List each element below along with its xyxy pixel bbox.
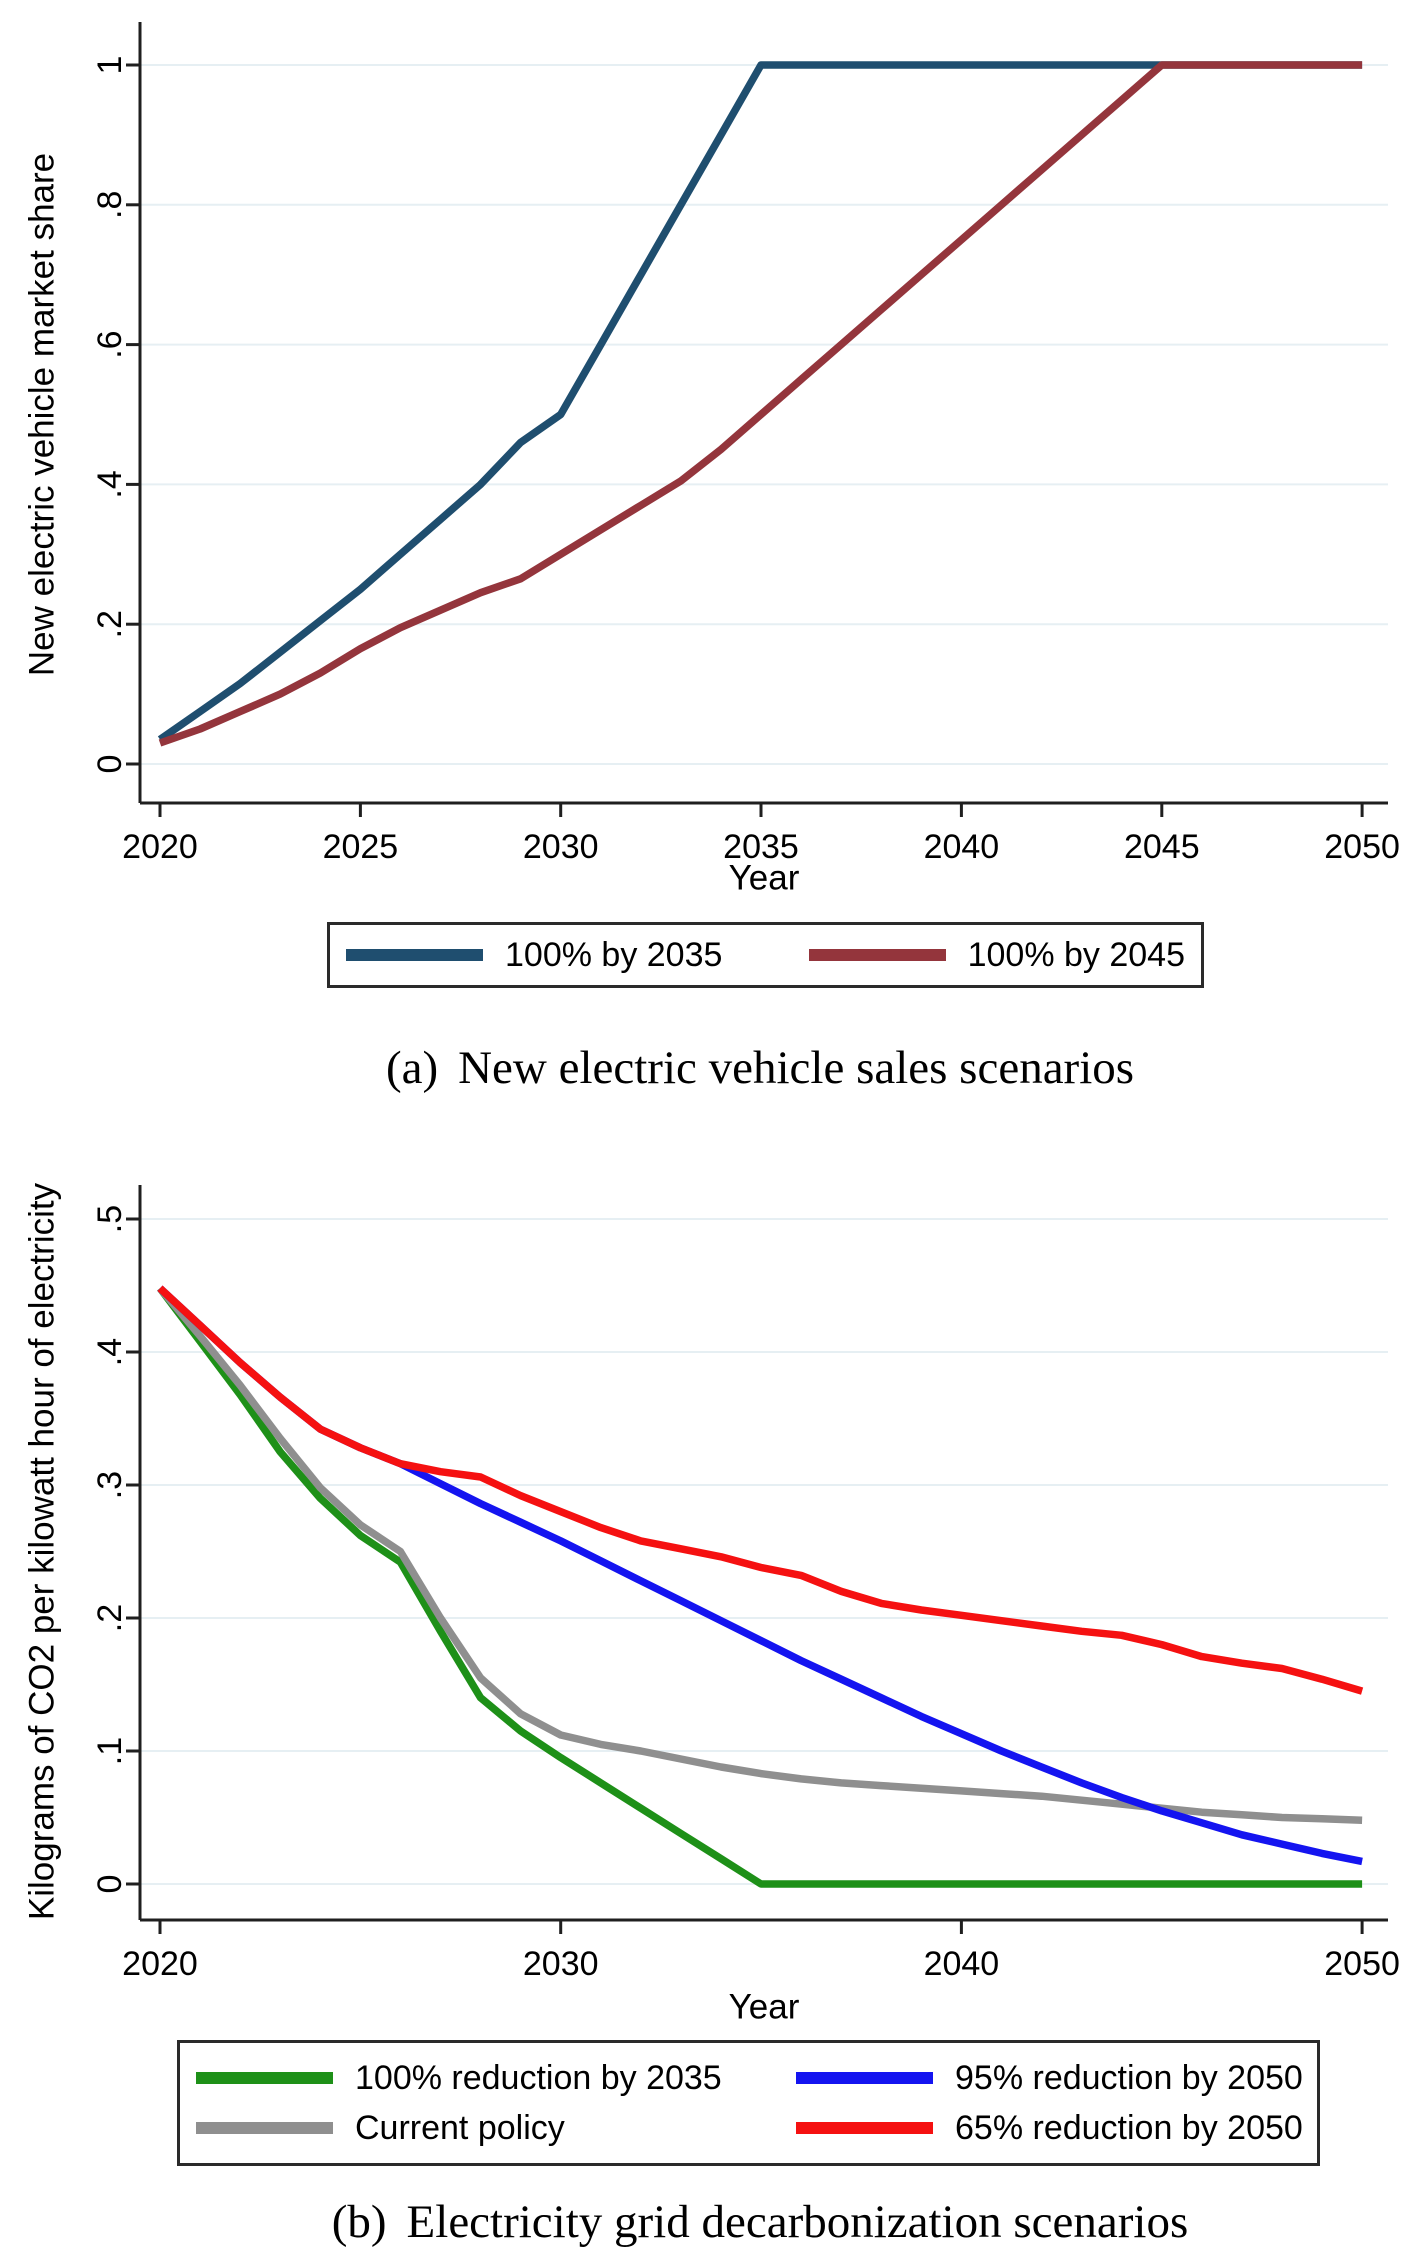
legend-swatch-current-policy bbox=[196, 2122, 333, 2134]
y-tick-label-0: 0 bbox=[91, 1875, 129, 1894]
legend-swatch-65-reduction-2050 bbox=[796, 2122, 933, 2134]
panel-a-legend: 100% by 2035 100% by 2045 bbox=[327, 922, 1204, 988]
y-tick-label-0.1: .1 bbox=[91, 1737, 129, 1765]
y-axis-title: New electric vehicle market share bbox=[23, 153, 62, 676]
y-tick-label-0.3: .3 bbox=[91, 1471, 129, 1499]
y-tick-label-0.2: .2 bbox=[91, 610, 129, 638]
series-line-65-reduction-by-2050 bbox=[157, 1285, 1364, 1695]
x-tick-label-2040: 2040 bbox=[924, 1945, 1000, 1983]
y-tick-label-0.2: .2 bbox=[91, 1604, 129, 1632]
y-tick-label-0.4: .4 bbox=[91, 1338, 129, 1366]
panel-b-caption: (b) Electricity grid decarbonization scen… bbox=[140, 2196, 1380, 2256]
x-tick-label-2025: 2025 bbox=[323, 828, 399, 866]
y-tick-label-0.4: .4 bbox=[91, 470, 129, 498]
y-tick-label-0.8: .8 bbox=[91, 191, 129, 219]
x-tick-label-2050: 2050 bbox=[1324, 828, 1400, 866]
legend-entry-100-by-2035: 100% by 2035 bbox=[346, 938, 722, 972]
x-tick-label-2035: 2035 bbox=[723, 828, 799, 866]
legend-swatch-100-by-2035 bbox=[346, 949, 483, 961]
y-tick-label-0.6: .6 bbox=[91, 330, 129, 358]
series-line-100-reduction-by-2035 bbox=[157, 1285, 1363, 1888]
x-tick-label-2040: 2040 bbox=[924, 828, 1000, 866]
legend-entry-95-reduction-2050: 95% reduction by 2050 bbox=[796, 2053, 1317, 2103]
legend-entry-100-reduction-2035: 100% reduction by 2035 bbox=[196, 2053, 796, 2103]
x-tick-label-2030: 2030 bbox=[523, 1945, 599, 1983]
x-tick-label-2050: 2050 bbox=[1324, 1945, 1400, 1983]
legend-entry-current-policy: Current policy bbox=[196, 2103, 796, 2153]
legend-swatch-100-by-2045 bbox=[808, 949, 946, 961]
panel-b-caption-text: Electricity grid decarbonization scenari… bbox=[406, 2196, 1189, 2248]
legend-label-100-by-2035: 100% by 2035 bbox=[505, 936, 723, 974]
panel-b-grid-decarbonization-chart: 0 .1 .2 .3 .4 .5 2020 2030 2040 2050 Year Kilograms… bbox=[23, 1182, 1400, 2023]
x-tick-label-2020: 2020 bbox=[122, 828, 198, 866]
legend-swatch-95-reduction-2050 bbox=[796, 2072, 933, 2084]
y-tick-label-0.5: .5 bbox=[91, 1205, 129, 1233]
series-line-100-by-2045 bbox=[158, 61, 1363, 747]
x-tick-label-2030: 2030 bbox=[523, 828, 599, 866]
legend-label-95-reduction-2050: 95% reduction by 2050 bbox=[955, 2059, 1303, 2097]
y-tick-label-0: 0 bbox=[91, 755, 129, 774]
panel-a-caption: (a) New electric vehicle sales scenarios bbox=[140, 1042, 1380, 1094]
series-line-current-policy bbox=[157, 1285, 1363, 1824]
panel-a-ev-sales-chart: 0 .2 .4 .6 .8 1 2020 2025 2030 2035 2040 2045 2050 Ye… bbox=[23, 22, 1400, 898]
x-tick-label-2020: 2020 bbox=[122, 1945, 198, 1983]
x-axis-title: Year bbox=[729, 1988, 800, 2023]
series-line-100-by-2035 bbox=[157, 61, 1363, 743]
legend-label-100-by-2045: 100% by 2045 bbox=[967, 936, 1185, 974]
legend-entry-100-by-2045: 100% by 2045 bbox=[808, 936, 1185, 974]
panel-b-caption-index: (b) bbox=[331, 2196, 387, 2248]
legend-swatch-100-reduction-2035 bbox=[196, 2072, 333, 2084]
panel-a-caption-index: (a) bbox=[385, 1042, 439, 1094]
panel-b-legend: 100% reduction by 2035 95% reduction by … bbox=[177, 2040, 1320, 2166]
legend-label-current-policy: Current policy bbox=[355, 2109, 565, 2147]
legend-entry-65-reduction-2050: 65% reduction by 2050 bbox=[796, 2103, 1317, 2153]
legend-label-100-reduction-2035: 100% reduction by 2035 bbox=[355, 2059, 722, 2097]
x-tick-label-2045: 2045 bbox=[1124, 828, 1200, 866]
legend-label-65-reduction-2050: 65% reduction by 2050 bbox=[955, 2109, 1303, 2147]
panel-a-caption-text: New electric vehicle sales scenarios bbox=[458, 1042, 1135, 1094]
y-axis-title: Kilograms of CO2 per kilowatt hour of el… bbox=[23, 1182, 62, 1920]
y-tick-label-1: 1 bbox=[91, 56, 129, 75]
x-axis-title: Year bbox=[729, 859, 800, 898]
